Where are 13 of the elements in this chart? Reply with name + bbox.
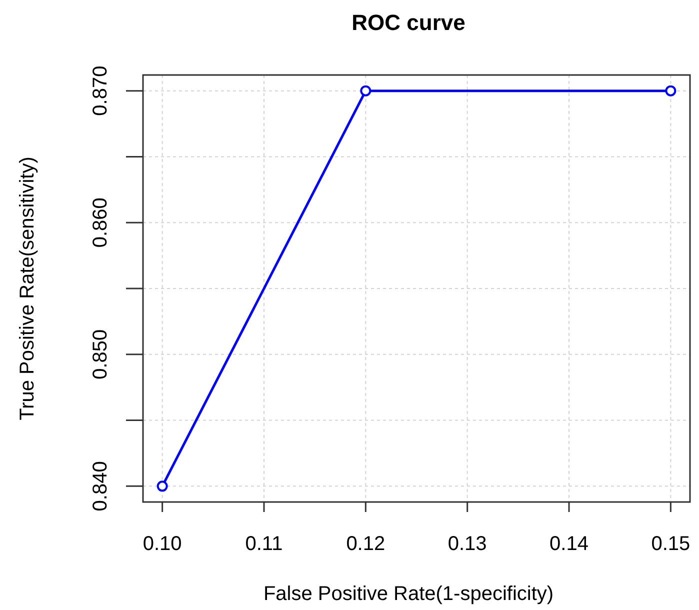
y-tick-label: 0.840: [89, 461, 112, 512]
x-tick-label: 0.10: [142, 533, 182, 555]
y-tick-label: 0.850: [89, 329, 112, 380]
y-tick-label: 0.860: [89, 198, 112, 248]
x-tick-label: 0.13: [448, 533, 487, 555]
y-axis-title: True Positive Rate(sensitivity): [16, 156, 38, 420]
x-tick-label: 0.14: [550, 533, 588, 555]
chart-title: ROC curve: [352, 10, 466, 35]
x-axis-title: False Positive Rate(1-specificity): [263, 583, 554, 605]
x-tick-label: 0.12: [346, 533, 386, 555]
y-tick-label: 0.870: [89, 66, 112, 116]
x-tick-label: 0.11: [245, 533, 283, 555]
x-tick-label: 0.15: [651, 533, 690, 555]
